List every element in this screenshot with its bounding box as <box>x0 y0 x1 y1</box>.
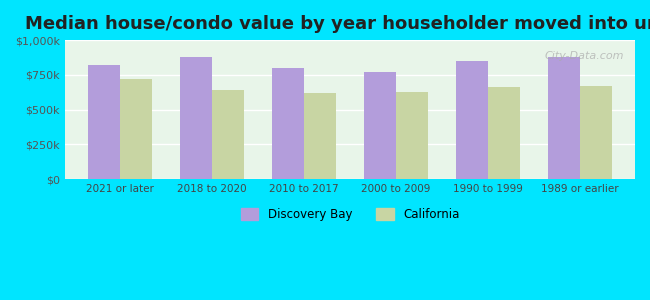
Bar <box>488 87 520 179</box>
Bar <box>396 92 428 179</box>
Bar <box>120 79 152 179</box>
Bar <box>364 72 396 179</box>
Bar <box>580 86 612 179</box>
Bar <box>180 57 212 179</box>
Bar <box>212 90 244 179</box>
Bar <box>304 93 336 179</box>
Legend: Discovery Bay, California: Discovery Bay, California <box>236 204 464 226</box>
Bar <box>456 61 488 179</box>
Bar <box>272 68 304 179</box>
Title: Median house/condo value by year householder moved into unit: Median house/condo value by year househo… <box>25 15 650 33</box>
Bar <box>548 57 580 179</box>
Bar <box>88 65 120 179</box>
Text: City-Data.com: City-Data.com <box>544 51 623 61</box>
